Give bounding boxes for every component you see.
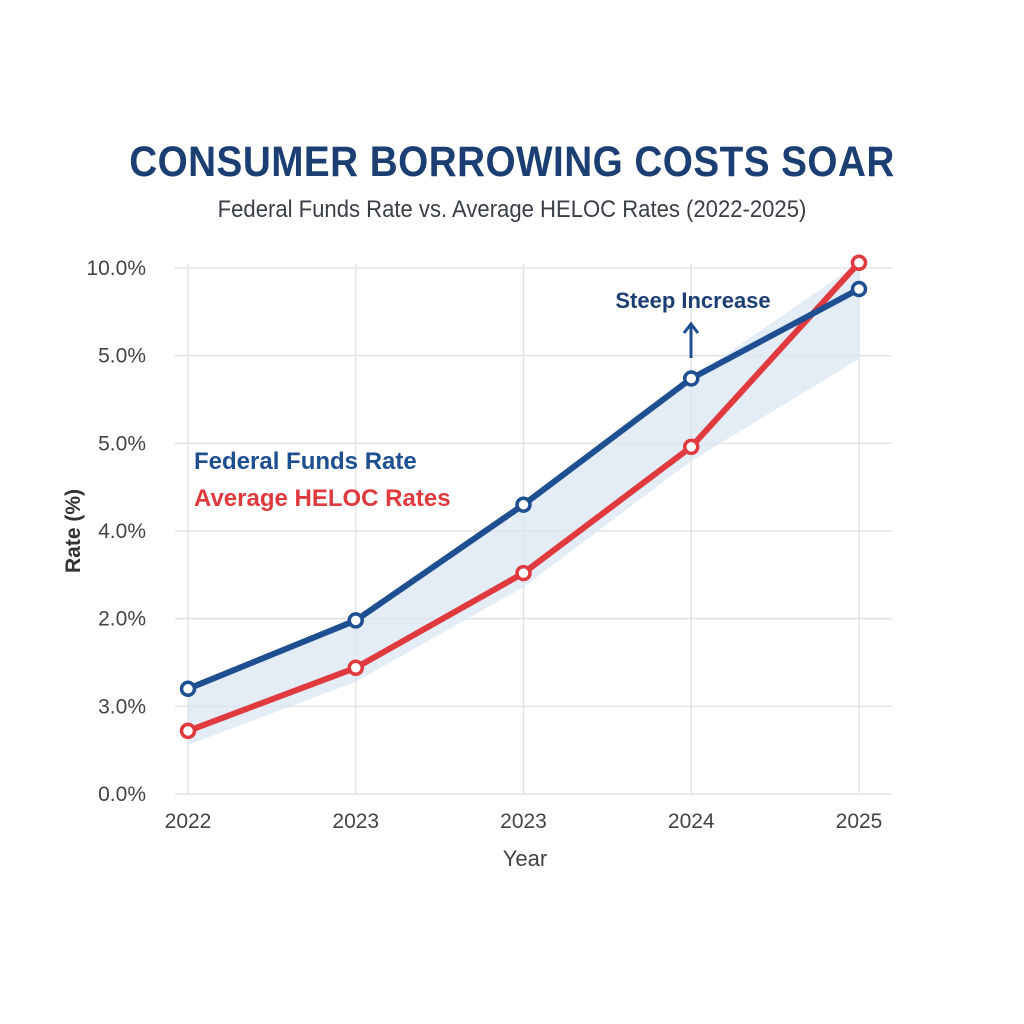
y-tick-label: 4.0% — [98, 520, 146, 543]
x-tick-label: 2025 — [836, 810, 883, 833]
data-point-federal-funds-rate — [347, 612, 364, 629]
chart-title: CONSUMER BORROWING COSTS SOAR — [129, 138, 895, 186]
data-point-average-heloc-rates — [515, 564, 532, 582]
arrow-up-icon — [682, 321, 700, 358]
data-point-federal-funds-rate — [850, 280, 868, 298]
x-axis-label: Year — [503, 846, 547, 871]
legend-average-heloc-rates: Average HELOC Rates — [194, 485, 451, 512]
x-tick-label: 2023 — [332, 810, 379, 833]
legend-federal-funds-rate: Federal Funds Rate — [194, 448, 417, 475]
x-tick-label: 2022 — [165, 810, 212, 833]
data-point-federal-funds-rate — [683, 370, 700, 387]
data-point-average-heloc-rates — [179, 722, 197, 740]
chart-subtitle: Federal Funds Rate vs. Average HELOC Rat… — [217, 196, 807, 223]
y-tick-label: 3.0% — [98, 695, 146, 718]
x-tick-label: 2023 — [500, 810, 547, 833]
data-point-federal-funds-rate — [179, 680, 197, 698]
y-tick-label: 5.0% — [98, 432, 146, 455]
y-tick-label: 0.0% — [98, 783, 146, 806]
data-point-average-heloc-rates — [347, 659, 364, 677]
x-tick-label: 2024 — [668, 810, 715, 833]
annotation-steep-increase: Steep Increase — [615, 288, 770, 313]
y-tick-label: 10.0% — [86, 257, 146, 280]
y-tick-label: 5.0% — [98, 345, 146, 368]
y-axis-label: Rate (%) — [62, 489, 85, 573]
data-point-average-heloc-rates — [850, 254, 868, 271]
data-point-federal-funds-rate — [515, 496, 532, 513]
y-tick-label: 2.0% — [98, 608, 146, 631]
data-point-average-heloc-rates — [683, 438, 700, 456]
